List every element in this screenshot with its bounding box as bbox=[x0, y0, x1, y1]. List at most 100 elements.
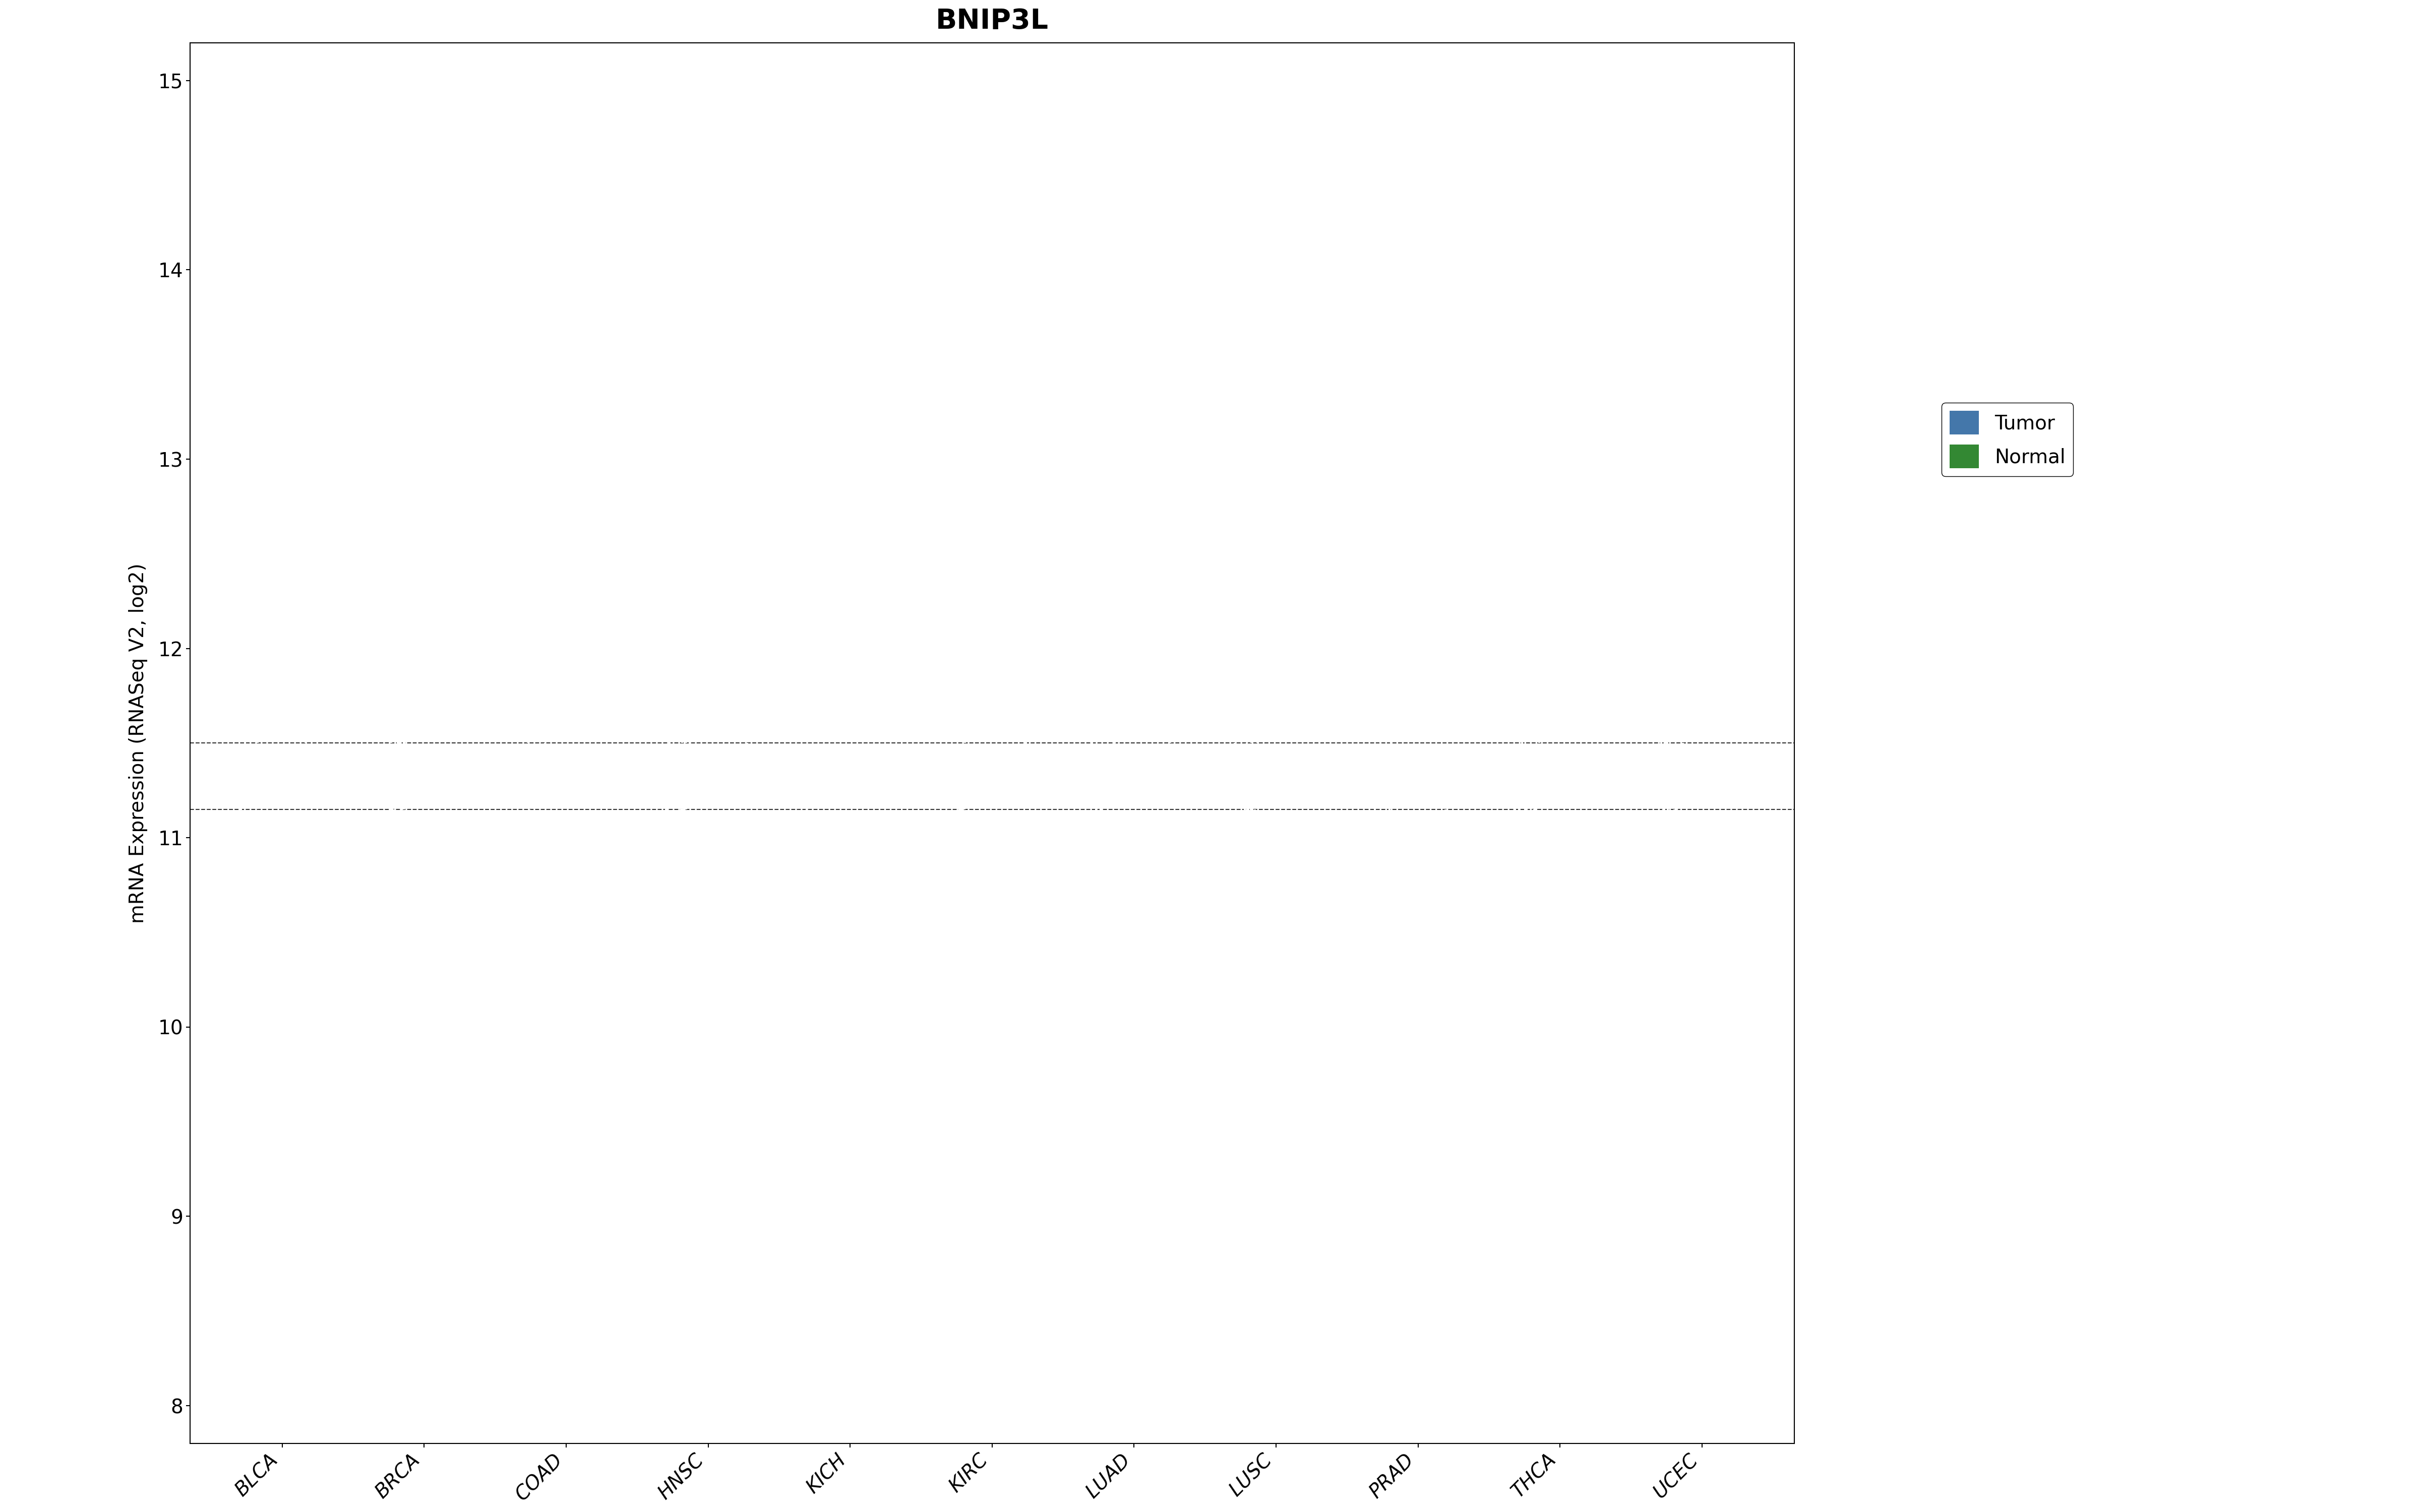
Point bbox=[949, 1154, 987, 1178]
Point bbox=[1512, 895, 1551, 919]
Point bbox=[520, 1105, 559, 1129]
Point bbox=[1222, 733, 1261, 758]
Point bbox=[1079, 653, 1118, 677]
Point bbox=[1220, 859, 1258, 883]
Point bbox=[929, 816, 968, 841]
Point bbox=[373, 833, 411, 857]
Point bbox=[1650, 783, 1689, 807]
Point bbox=[581, 1019, 620, 1043]
Point bbox=[365, 582, 404, 606]
Point bbox=[511, 721, 549, 745]
Point bbox=[220, 974, 259, 998]
Point bbox=[1077, 726, 1116, 750]
Point bbox=[564, 820, 603, 844]
Point bbox=[1505, 957, 1544, 981]
Point bbox=[525, 835, 564, 859]
Point bbox=[1500, 836, 1539, 860]
Point bbox=[1379, 830, 1418, 854]
Point bbox=[1362, 809, 1401, 833]
Point bbox=[528, 661, 566, 685]
Point bbox=[569, 841, 607, 865]
Point bbox=[373, 730, 411, 754]
Point bbox=[1239, 638, 1278, 662]
Point bbox=[1563, 804, 1602, 829]
Point bbox=[363, 1005, 402, 1030]
Point bbox=[653, 823, 692, 847]
Point bbox=[1660, 818, 1699, 842]
Point bbox=[528, 833, 566, 857]
Point bbox=[380, 738, 419, 762]
Point bbox=[503, 665, 542, 689]
Point bbox=[953, 758, 992, 782]
Point bbox=[1365, 865, 1404, 889]
Point bbox=[1503, 863, 1542, 888]
Point bbox=[653, 869, 692, 894]
Point bbox=[1496, 768, 1534, 792]
Point bbox=[375, 868, 414, 892]
Point bbox=[242, 677, 281, 702]
Point bbox=[1382, 950, 1421, 974]
Point bbox=[1360, 652, 1399, 676]
Point bbox=[1091, 859, 1130, 883]
Point bbox=[658, 714, 697, 738]
Point bbox=[1505, 771, 1544, 795]
Point bbox=[375, 744, 414, 768]
Point bbox=[380, 555, 419, 579]
Point bbox=[220, 617, 259, 641]
Point bbox=[646, 854, 685, 878]
Point bbox=[1355, 895, 1394, 919]
Point bbox=[1496, 977, 1534, 1001]
Point bbox=[1377, 823, 1416, 847]
Point bbox=[365, 792, 404, 816]
Point bbox=[1229, 570, 1268, 594]
Point bbox=[808, 983, 847, 1007]
Point bbox=[506, 866, 544, 891]
Point bbox=[385, 729, 424, 753]
Point bbox=[663, 774, 702, 798]
Point bbox=[571, 942, 610, 966]
Point bbox=[670, 739, 709, 764]
Point bbox=[1077, 800, 1116, 824]
Point bbox=[1234, 794, 1273, 818]
Point bbox=[1365, 810, 1404, 835]
Point bbox=[385, 558, 424, 582]
Point bbox=[380, 597, 419, 621]
Point bbox=[1648, 912, 1687, 936]
Point bbox=[653, 818, 692, 842]
Point bbox=[382, 880, 421, 904]
Point bbox=[1072, 830, 1111, 854]
Point bbox=[298, 699, 336, 723]
Point bbox=[1077, 596, 1116, 620]
Point bbox=[433, 626, 472, 650]
Point bbox=[227, 668, 266, 692]
Point bbox=[385, 676, 424, 700]
Point bbox=[663, 1002, 702, 1027]
Point bbox=[1658, 668, 1696, 692]
Point bbox=[663, 871, 702, 895]
Point bbox=[382, 795, 421, 820]
Point bbox=[240, 924, 278, 948]
Point bbox=[443, 818, 482, 842]
Point bbox=[953, 916, 992, 940]
Point bbox=[1430, 677, 1469, 702]
Point bbox=[651, 735, 690, 759]
Point bbox=[225, 854, 264, 878]
Point bbox=[1077, 526, 1116, 550]
Point bbox=[1087, 612, 1125, 637]
Point bbox=[436, 767, 474, 791]
Point bbox=[1358, 748, 1396, 773]
Point bbox=[1365, 754, 1404, 779]
Point bbox=[1522, 892, 1561, 916]
Point bbox=[506, 804, 544, 829]
Point bbox=[1154, 703, 1193, 727]
Point bbox=[1638, 829, 1677, 853]
Point bbox=[661, 868, 699, 892]
Point bbox=[513, 800, 552, 824]
Point bbox=[1358, 950, 1396, 974]
Point bbox=[929, 546, 968, 570]
Point bbox=[1087, 677, 1125, 702]
Point bbox=[230, 795, 269, 820]
Point bbox=[227, 759, 266, 783]
Point bbox=[1232, 618, 1270, 643]
Point bbox=[1217, 692, 1256, 717]
